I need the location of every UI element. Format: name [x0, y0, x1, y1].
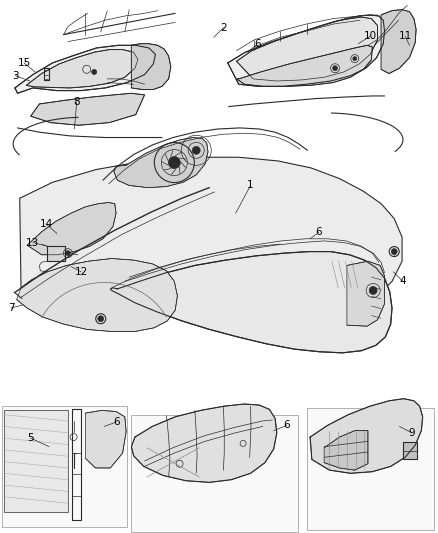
Polygon shape — [237, 17, 378, 81]
Polygon shape — [17, 259, 177, 332]
Text: 6: 6 — [254, 39, 261, 49]
Text: 10: 10 — [364, 31, 377, 41]
Circle shape — [65, 251, 71, 256]
Text: 14: 14 — [39, 219, 53, 229]
Text: 4: 4 — [399, 277, 406, 286]
Text: 11: 11 — [399, 31, 412, 41]
Polygon shape — [20, 157, 402, 310]
Text: 9: 9 — [408, 428, 415, 438]
Polygon shape — [131, 44, 171, 90]
Circle shape — [98, 316, 104, 322]
Text: 6: 6 — [113, 417, 120, 427]
Text: 2: 2 — [220, 23, 227, 33]
Circle shape — [92, 69, 97, 75]
Text: 1: 1 — [247, 181, 254, 190]
Circle shape — [192, 146, 200, 155]
Polygon shape — [110, 252, 392, 353]
Polygon shape — [310, 399, 423, 473]
Polygon shape — [381, 10, 416, 74]
Circle shape — [353, 56, 357, 61]
Circle shape — [369, 286, 377, 295]
Text: 6: 6 — [315, 228, 322, 237]
Text: 13: 13 — [26, 238, 39, 247]
Polygon shape — [324, 431, 368, 470]
Polygon shape — [131, 404, 277, 482]
Polygon shape — [26, 50, 138, 88]
Polygon shape — [347, 261, 385, 326]
Text: 3: 3 — [12, 71, 19, 80]
Circle shape — [168, 157, 180, 168]
Text: 7: 7 — [7, 303, 14, 313]
Polygon shape — [403, 442, 417, 459]
Text: 6: 6 — [283, 421, 290, 430]
Polygon shape — [15, 45, 155, 93]
Text: 15: 15 — [18, 58, 31, 68]
Polygon shape — [2, 406, 127, 527]
Polygon shape — [47, 246, 65, 261]
Circle shape — [391, 248, 397, 255]
Polygon shape — [114, 138, 208, 188]
Text: 5: 5 — [27, 433, 34, 443]
Polygon shape — [4, 410, 68, 512]
Polygon shape — [27, 203, 116, 255]
Polygon shape — [131, 415, 298, 532]
Polygon shape — [237, 45, 372, 86]
Polygon shape — [31, 93, 145, 125]
Polygon shape — [228, 15, 385, 86]
Polygon shape — [85, 410, 126, 468]
Text: 12: 12 — [74, 267, 88, 277]
Circle shape — [332, 66, 338, 71]
Polygon shape — [307, 408, 434, 530]
Text: 8: 8 — [73, 98, 80, 107]
